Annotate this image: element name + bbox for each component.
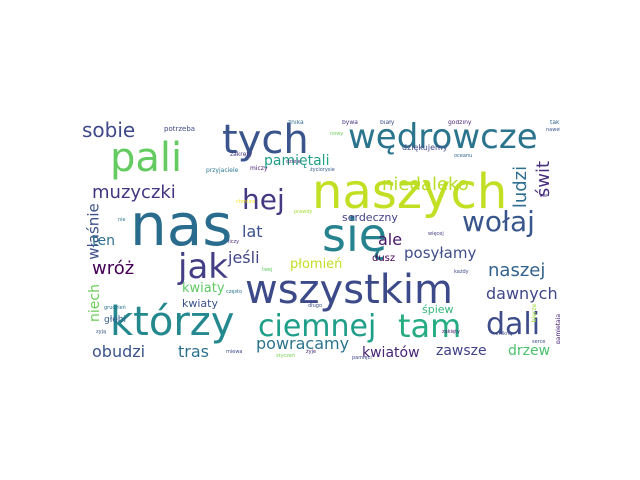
cloud-word: ale [378, 230, 403, 249]
cloud-word: zakręty [230, 151, 253, 158]
cloud-word: bywa [342, 120, 358, 126]
cloud-word: obudzi [92, 342, 146, 360]
cloud-word: ciemnej [258, 309, 377, 344]
cloud-word: tras [178, 342, 209, 360]
cloud-word: kwiaty [182, 297, 218, 310]
cloud-word: zawsze [436, 343, 487, 359]
cloud-word: drzew [508, 343, 551, 359]
cloud-word: dawnych [486, 284, 558, 303]
cloud-word: dusz [372, 253, 396, 264]
cloud-word: tam [398, 307, 462, 345]
cloud-word: hej [242, 183, 285, 216]
cloud-word: oceanu [454, 153, 473, 159]
cloud-word: tych [222, 120, 309, 163]
cloud-word: wróż [92, 258, 135, 279]
cloud-word: niech [86, 284, 103, 322]
cloud-word: bierze [531, 303, 539, 323]
cloud-word: sobie [82, 120, 136, 142]
word-cloud: nas naszych wszystkim którzy się pali ty… [80, 120, 560, 360]
cloud-word: dzieje [286, 159, 301, 165]
cloud-word: więcej [428, 231, 444, 237]
cloud-word: śpiew [422, 303, 454, 316]
cloud-word: wędrowcze [348, 120, 538, 157]
cloud-word: zakięty [442, 329, 460, 335]
cloud-word: każdy [454, 269, 469, 275]
cloud-word: styczeń [276, 353, 296, 359]
cloud-word: muzyczki [92, 182, 176, 203]
cloud-word: ludzi [510, 165, 532, 209]
cloud-word: głębi [104, 315, 127, 325]
cloud-word: prawdy [294, 209, 313, 215]
cloud-word: świt [533, 160, 555, 198]
cloud-word: pamiętają [555, 313, 560, 345]
cloud-word: przyjaciele [206, 167, 239, 174]
cloud-word: naszej [488, 260, 546, 281]
cloud-word: kwiaty [182, 281, 225, 296]
cloud-word: lat [242, 222, 263, 241]
cloud-word: dziękujemy [402, 143, 448, 152]
cloud-word: nas [130, 191, 233, 259]
cloud-word: miczy [250, 165, 268, 172]
cloud-word: znikną [496, 331, 513, 337]
cloud-word: twej [262, 267, 273, 273]
cloud-word: wszystkim [245, 267, 453, 313]
cloud-word: życiorysie [310, 167, 335, 173]
cloud-word: serce [532, 339, 546, 345]
cloud-word: zie [540, 193, 548, 199]
cloud-word: pali [110, 135, 183, 181]
cloud-word: właśnie [84, 203, 103, 260]
cloud-word: pamięci [352, 355, 372, 361]
cloud-word: iiczy [228, 239, 240, 245]
cloud-word: chmura [236, 199, 256, 205]
cloud-word: godziny [448, 120, 472, 126]
cloud-word: znika [288, 120, 304, 126]
cloud-word: się [322, 208, 388, 262]
cloud-word: którzy [110, 299, 235, 345]
cloud-word: pamiętali [264, 153, 330, 169]
cloud-word: płomień [290, 257, 343, 272]
cloud-word: nawet [546, 127, 560, 133]
cloud-word: nie [118, 217, 126, 223]
cloud-word: długo [308, 303, 322, 309]
cloud-word: powracamy [256, 334, 350, 353]
cloud-word: żyje [306, 349, 317, 355]
cloud-word: miewa [226, 349, 243, 355]
cloud-word: serdeczny [342, 211, 398, 224]
cloud-word: niedaleko [382, 174, 469, 195]
cloud-word: naszych [312, 164, 508, 220]
cloud-word: potrzeba [164, 125, 196, 133]
cloud-word: często [226, 289, 243, 295]
cloud-word: nowy [330, 131, 344, 137]
cloud-word: tak [550, 120, 560, 126]
cloud-word: jeśli [228, 248, 260, 267]
cloud-word: dali [486, 307, 541, 342]
cloud-word: ten [92, 233, 115, 249]
cloud-word: posyłamy [404, 244, 477, 262]
cloud-word: zyją [96, 329, 107, 335]
cloud-word: jak [178, 247, 228, 287]
cloud-word: wołaj [462, 205, 535, 238]
cloud-word: grudzień [104, 305, 126, 311]
cloud-word: biały [380, 120, 395, 126]
cloud-word: kwiatów [362, 345, 420, 360]
